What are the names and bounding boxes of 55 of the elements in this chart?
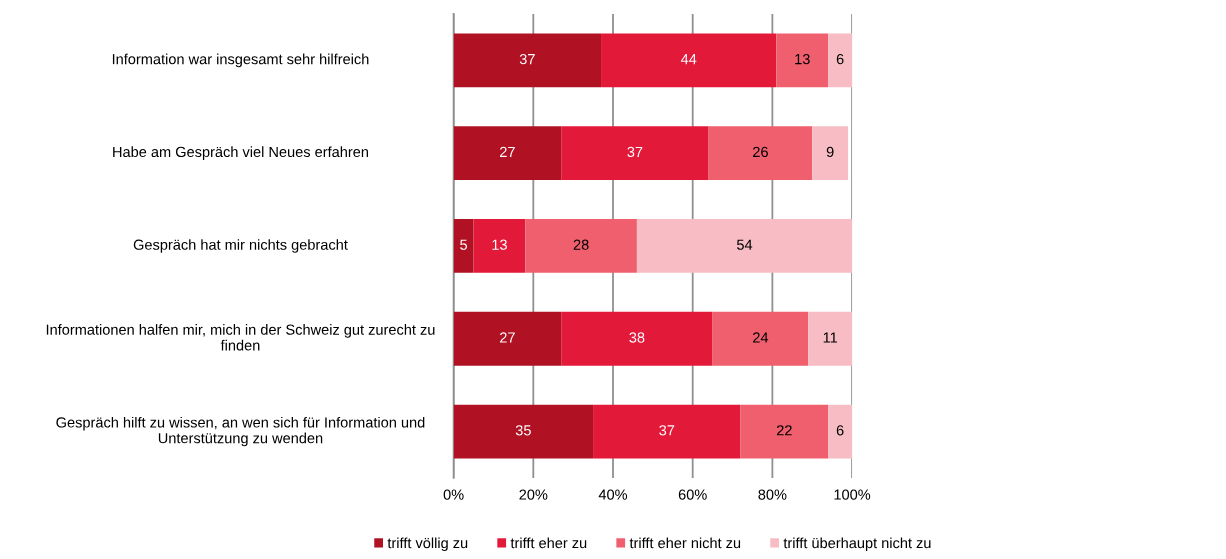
data-label: 13	[492, 239, 507, 250]
bar	[453, 404, 594, 459]
bar	[636, 219, 853, 273]
data-label: 9	[826, 146, 834, 158]
bar	[812, 126, 849, 181]
data-label: 37	[627, 146, 643, 158]
data-label: 28	[573, 239, 589, 250]
bar	[601, 33, 777, 88]
y-tick-label: Gespräch hat mir nichts gebracht	[133, 239, 348, 253]
bar	[453, 311, 562, 366]
data-label: 6	[836, 425, 844, 436]
legend-label: trifft eher nicht zu	[629, 537, 741, 549]
bar	[473, 219, 526, 273]
data-label: 54	[736, 239, 753, 250]
x-tick-label: 0%	[443, 489, 464, 500]
data-label: 22	[776, 425, 792, 436]
bar	[808, 311, 853, 366]
bar	[712, 311, 809, 366]
y-tick-label: Informationen halfen mir, mich in der Schweiz gut zurecht zu finden	[46, 324, 435, 351]
x-tick-label: 100%	[834, 489, 871, 500]
data-label: 26	[753, 146, 768, 158]
bar	[453, 33, 602, 88]
legend-label: trifft völlig zu	[387, 537, 468, 552]
data-label: 24	[753, 332, 769, 343]
data-label: 38	[629, 332, 645, 343]
bar	[453, 219, 474, 273]
data-label: 27	[500, 332, 515, 343]
x-tick-label: 80%	[758, 489, 787, 500]
data-label: 37	[659, 425, 675, 436]
legend-label: trifft überhaupt nicht zu	[783, 537, 931, 552]
bar	[740, 404, 829, 459]
data-label: 5	[460, 239, 468, 250]
data-label: 44	[680, 54, 697, 65]
bar	[593, 404, 741, 459]
bar	[453, 126, 562, 181]
data-label: 27	[500, 146, 515, 157]
x-tick-label: 20%	[519, 489, 548, 500]
data-label: 11	[823, 332, 838, 343]
bar	[828, 33, 853, 88]
bar	[525, 219, 637, 273]
x-tick-label: 40%	[598, 489, 628, 500]
bar	[776, 33, 829, 88]
legend-label: trifft eher zu	[510, 537, 587, 549]
data-label: 37	[519, 53, 535, 65]
y-tick-label: Habe am Gespräch viel Neues erfahren	[113, 146, 368, 160]
x-tick-label: 60%	[678, 489, 707, 500]
bar	[561, 126, 709, 181]
data-label: 6	[836, 53, 844, 65]
data-label: 35	[515, 425, 531, 436]
bar	[708, 126, 813, 181]
y-tick-label: Gespräch hilft zu wissen, an wen sich für Information und Unterstützung zu wenden	[56, 416, 425, 447]
y-tick-label: Information war insgesamt sehr hilfreich	[112, 53, 369, 68]
bar	[828, 404, 853, 459]
bar	[561, 311, 713, 366]
data-label: 13	[795, 53, 810, 65]
